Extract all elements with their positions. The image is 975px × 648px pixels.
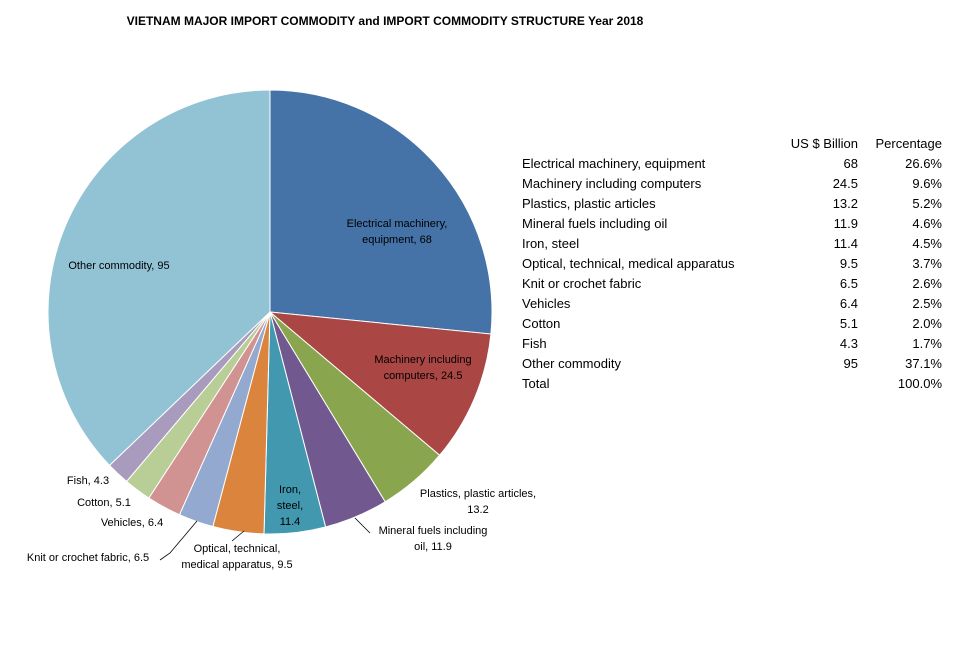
row-percentage: 2.5% bbox=[912, 295, 942, 311]
row-value: 4.3 bbox=[839, 335, 858, 351]
chart-title: VIETNAM MAJOR IMPORT COMMODITY and IMPOR… bbox=[126, 14, 644, 28]
row-percentage: 3.7% bbox=[912, 255, 942, 271]
table-row: Knit or crochet fabric 6.5 2.6% bbox=[518, 273, 942, 293]
pie-data-label: Mineral fuels including oil, 11.9 bbox=[379, 525, 488, 553]
table-row: Mineral fuels including oil 11.9 4.6% bbox=[518, 213, 942, 233]
row-percentage: 9.6% bbox=[912, 175, 942, 191]
table-header-row: US $ Billion Percentage bbox=[518, 133, 942, 153]
pie-data-label: Fish, 4.3 bbox=[67, 475, 109, 487]
row-name: Iron, steel bbox=[522, 235, 580, 251]
pie-data-label: Plastics, plastic articles, 13.2 bbox=[420, 488, 536, 516]
row-name: Other commodity bbox=[522, 355, 621, 371]
pie-data-label: Vehicles, 6.4 bbox=[101, 517, 163, 529]
row-value: 6.4 bbox=[839, 295, 858, 311]
leader-line bbox=[231, 530, 245, 542]
row-name: Optical, technical, medical apparatus bbox=[522, 255, 735, 271]
row-value: 13.2 bbox=[832, 195, 858, 211]
table-row: Vehicles 6.4 2.5% bbox=[518, 293, 942, 313]
row-name: Electrical machinery, equipment bbox=[522, 155, 706, 171]
row-percentage: 1.7% bbox=[912, 335, 942, 351]
pie-slice-electrical-machinery-equipment bbox=[269, 89, 493, 335]
row-percentage: 2.6% bbox=[912, 275, 942, 291]
row-percentage: 4.6% bbox=[912, 215, 942, 231]
row-value: 9.5 bbox=[839, 255, 858, 271]
row-value: 68 bbox=[843, 155, 858, 171]
table-row: Electrical machinery, equipment 68 26.6% bbox=[518, 153, 942, 173]
table-row: Other commodity 95 37.1% bbox=[518, 353, 942, 373]
row-percentage: 4.5% bbox=[912, 235, 942, 251]
row-name: Total bbox=[522, 375, 550, 391]
header-value: US $ Billion bbox=[790, 135, 858, 151]
pie-slice-machinery-including-computers bbox=[268, 311, 492, 456]
row-percentage: 26.6% bbox=[905, 155, 942, 171]
table-row-total: Total 100.0% bbox=[518, 373, 942, 393]
row-name: Machinery including computers bbox=[522, 175, 702, 191]
table-row: Machinery including computers 24.5 9.6% bbox=[518, 173, 942, 193]
row-name: Plastics, plastic articles bbox=[522, 195, 656, 211]
row-value: 24.5 bbox=[832, 175, 858, 191]
row-name: Mineral fuels including oil bbox=[522, 215, 668, 231]
pie-data-label: Iron, steel, 11.4 bbox=[277, 484, 303, 528]
table-row: Cotton 5.1 2.0% bbox=[518, 313, 942, 333]
header-name bbox=[518, 133, 780, 153]
row-name: Knit or crochet fabric bbox=[522, 275, 642, 291]
table-row: Optical, technical, medical apparatus 9.5… bbox=[518, 253, 942, 273]
table-row: Plastics, plastic articles 13.2 5.2% bbox=[518, 193, 942, 213]
row-percentage: 37.1% bbox=[905, 355, 942, 371]
header-percentage: Percentage bbox=[875, 135, 943, 151]
pie-slice-other-commodity bbox=[47, 89, 271, 467]
pie-data-label: Electrical machinery, equipment, 68 bbox=[347, 218, 448, 246]
pie-data-label: Other commodity, 95 bbox=[68, 260, 169, 272]
table-row: Iron, steel 11.4 4.5% bbox=[518, 233, 942, 253]
leader-line bbox=[354, 517, 371, 534]
row-percentage: 100.0% bbox=[897, 375, 942, 391]
row-value: 6.5 bbox=[839, 275, 858, 291]
row-value: 11.4 bbox=[833, 235, 858, 251]
leader-line bbox=[159, 520, 198, 561]
data-table: US $ Billion Percentage Electrical machi… bbox=[518, 133, 942, 393]
row-name: Vehicles bbox=[522, 295, 571, 311]
pie-data-label: Machinery including computers, 24.5 bbox=[374, 354, 471, 382]
row-value bbox=[780, 373, 858, 393]
pie-data-label: Knit or crochet fabric, 6.5 bbox=[27, 552, 149, 564]
row-percentage: 5.2% bbox=[912, 195, 942, 211]
row-name: Fish bbox=[522, 335, 547, 351]
table-row: Fish 4.3 1.7% bbox=[518, 333, 942, 353]
row-value: 95 bbox=[843, 355, 858, 371]
pie-data-label: Optical, technical, medical apparatus, 9.… bbox=[181, 543, 292, 571]
row-value: 11.9 bbox=[833, 215, 858, 231]
row-name: Cotton bbox=[522, 315, 561, 331]
pie-data-label: Cotton, 5.1 bbox=[77, 497, 131, 509]
row-value: 5.1 bbox=[839, 315, 858, 331]
row-percentage: 2.0% bbox=[912, 315, 942, 331]
